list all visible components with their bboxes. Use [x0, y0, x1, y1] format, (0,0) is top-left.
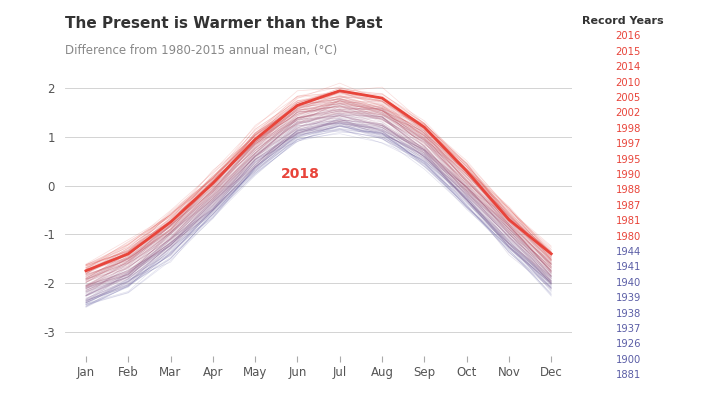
- Text: 1997: 1997: [616, 139, 641, 149]
- Text: 2014: 2014: [616, 62, 641, 72]
- Text: 2002: 2002: [616, 108, 641, 118]
- Text: 1990: 1990: [616, 170, 641, 180]
- Text: 1981: 1981: [616, 216, 641, 226]
- Text: 1938: 1938: [616, 309, 641, 318]
- Text: 1937: 1937: [616, 324, 641, 334]
- Text: 1900: 1900: [616, 355, 641, 365]
- Text: The Present is Warmer than the Past: The Present is Warmer than the Past: [65, 16, 382, 31]
- Text: 1988: 1988: [616, 186, 641, 196]
- Text: 2005: 2005: [616, 93, 641, 103]
- Text: 1998: 1998: [616, 124, 641, 134]
- Text: Record Years: Record Years: [582, 16, 663, 26]
- Text: 2016: 2016: [616, 31, 641, 41]
- Text: 2018: 2018: [281, 167, 320, 181]
- Text: 1987: 1987: [616, 201, 641, 211]
- Text: 1995: 1995: [616, 155, 641, 165]
- Text: Difference from 1980-2015 annual mean, (°C): Difference from 1980-2015 annual mean, (…: [65, 44, 337, 57]
- Text: 1940: 1940: [616, 278, 641, 288]
- Text: 1926: 1926: [616, 339, 641, 350]
- Text: 1944: 1944: [616, 247, 641, 257]
- Text: 1941: 1941: [616, 262, 641, 272]
- Text: 2010: 2010: [616, 78, 641, 88]
- Text: 1881: 1881: [616, 370, 641, 380]
- Text: 1939: 1939: [616, 293, 641, 303]
- Text: 1980: 1980: [616, 232, 641, 242]
- Text: 2015: 2015: [616, 47, 641, 57]
